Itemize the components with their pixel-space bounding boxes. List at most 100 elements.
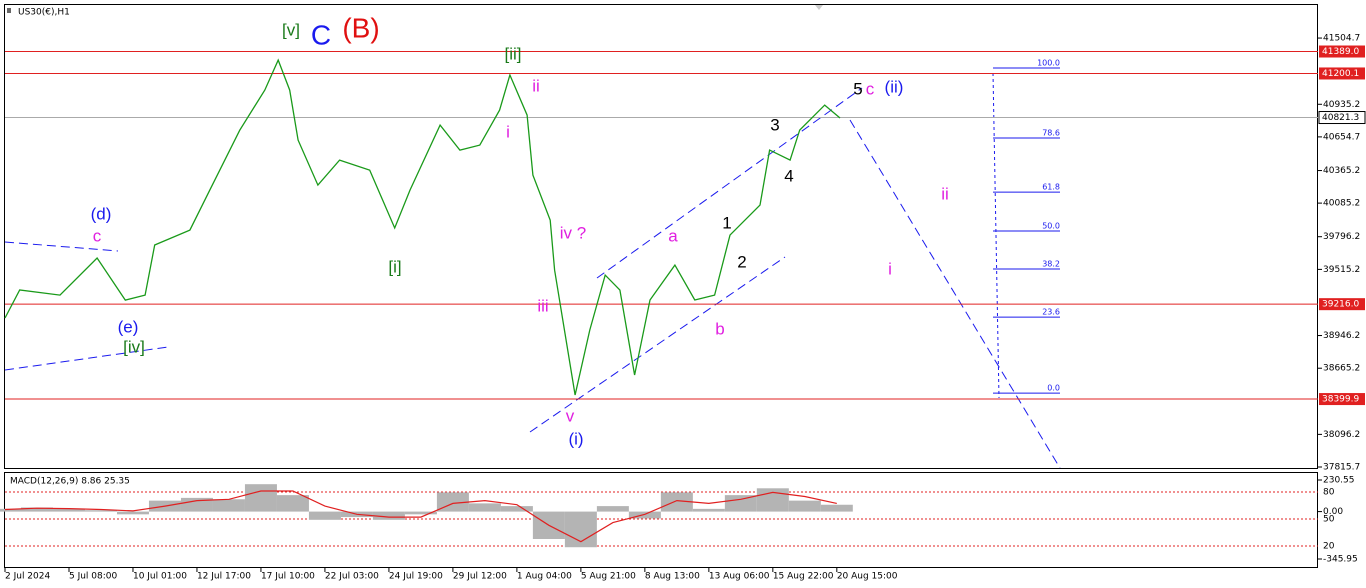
current-price-box xyxy=(1318,111,1366,125)
wave-label: i xyxy=(506,122,510,141)
price-label-box xyxy=(1319,45,1365,58)
wave-label: (e) xyxy=(118,317,139,336)
wave-label: ii xyxy=(532,76,540,95)
wave-label: (B) xyxy=(342,12,379,43)
wave-label: c xyxy=(866,79,875,98)
price-label: 41389.0 xyxy=(1322,47,1359,57)
y-tick-label: 38946.2 xyxy=(1323,331,1360,341)
x-tick-label: 17 Jul 10:00 xyxy=(261,572,315,582)
wave-label: [iv] xyxy=(123,337,145,356)
price-label: 38399.9 xyxy=(1322,395,1359,405)
y-tick-label: 39796.2 xyxy=(1323,232,1360,242)
y-tick-label: 40654.7 xyxy=(1323,132,1360,142)
x-tick-label: 20 Aug 15:00 xyxy=(837,572,898,582)
price-line xyxy=(4,58,841,396)
x-tick-label: 5 Jul 08:00 xyxy=(69,572,118,582)
wave-label: 2 xyxy=(737,252,746,271)
wave-label: a xyxy=(668,226,678,245)
macd-bar xyxy=(180,497,213,512)
macd-bar xyxy=(756,488,789,512)
fib-label: 100.0 xyxy=(1037,59,1060,68)
wave-label: c xyxy=(93,226,102,245)
macd-bar xyxy=(468,503,501,512)
x-tick-label: 24 Jul 19:00 xyxy=(389,572,443,582)
price-label: 39216.0 xyxy=(1322,300,1359,310)
x-tick-label: 13 Aug 06:00 xyxy=(709,572,770,582)
y-tick-label: 39515.2 xyxy=(1323,265,1360,275)
x-tick-label: 1 Aug 04:00 xyxy=(517,572,572,582)
wave-label: 1 xyxy=(722,213,731,232)
wave-label: 4 xyxy=(784,166,793,185)
macd-bar xyxy=(0,508,21,512)
macd-bar xyxy=(52,508,85,512)
price-label: 41200.1 xyxy=(1322,69,1359,79)
price-label-box xyxy=(1319,298,1365,311)
price-label-box xyxy=(1319,67,1365,80)
fib-label: 23.6 xyxy=(1042,308,1060,317)
y-tick-label: 40935.2 xyxy=(1323,100,1360,110)
macd-bar xyxy=(244,484,277,512)
wave-label: v xyxy=(566,406,575,425)
x-tick-label: 5 Aug 21:00 xyxy=(581,572,636,582)
x-tick-label: 22 Jul 03:00 xyxy=(325,572,379,582)
y-tick-label: 0.00 xyxy=(1323,507,1343,517)
indicator-level-label: 50 xyxy=(1323,515,1335,525)
macd-bar xyxy=(372,511,405,520)
y-tick-label: 38665.2 xyxy=(1323,364,1360,374)
macd-bar xyxy=(660,492,693,512)
wave-label: [ii] xyxy=(505,44,522,63)
x-tick-label: 15 Aug 22:00 xyxy=(773,572,834,582)
macd-bar xyxy=(84,510,117,512)
main-frame xyxy=(4,4,1318,469)
wave-label: iii xyxy=(537,296,548,315)
macd-bar xyxy=(404,511,437,515)
current-price-label: 40821.3 xyxy=(1322,113,1359,123)
x-tick-label: 10 Jul 01:00 xyxy=(133,572,187,582)
macd-bar xyxy=(820,504,853,512)
macd-bar xyxy=(724,495,757,512)
x-tick-label: 8 Aug 13:00 xyxy=(645,572,700,582)
chart-title: US30(€),H1 xyxy=(18,8,70,18)
wave-label: 3 xyxy=(770,115,779,134)
wave-label: (ii) xyxy=(885,77,904,96)
y-tick-label: -345.95 xyxy=(1323,555,1358,565)
indicator-level-label: 80 xyxy=(1323,488,1335,498)
macd-bar xyxy=(500,506,533,512)
y-tick-label: 40365.2 xyxy=(1323,166,1360,176)
y-tick-label: 41504.7 xyxy=(1323,34,1360,44)
wave-label: 5 xyxy=(853,79,862,98)
x-tick-label: 2 Jul 2024 xyxy=(5,572,50,582)
shift-marker xyxy=(815,5,823,10)
x-tick-label: 12 Jul 17:00 xyxy=(197,572,251,582)
wave-label: C xyxy=(311,19,331,50)
x-tick-label: 29 Jul 12:00 xyxy=(453,572,507,582)
icon xyxy=(7,8,11,13)
indicator-level-label: 20 xyxy=(1323,542,1335,552)
trend-lines xyxy=(4,87,1061,469)
macd-bar xyxy=(596,506,629,512)
price-label-box xyxy=(1319,393,1365,406)
macd-bar xyxy=(20,507,53,512)
macd-bar xyxy=(628,511,661,519)
y-tick-label: 38096.2 xyxy=(1323,430,1360,440)
wave-label: [v] xyxy=(282,20,300,39)
wave-label: i xyxy=(888,259,892,278)
fib-axis xyxy=(992,72,1000,399)
fib-label: 78.6 xyxy=(1042,129,1060,138)
macd-bar xyxy=(692,508,725,512)
wave-label: iv ? xyxy=(560,223,586,242)
macd-frame xyxy=(4,472,1318,568)
fib-label: 61.8 xyxy=(1042,183,1060,192)
fib-label: 50.0 xyxy=(1042,222,1060,231)
wave-label: [i] xyxy=(388,257,401,276)
signal-line xyxy=(4,490,837,543)
wave-label: (i) xyxy=(568,429,583,448)
macd-bar xyxy=(276,495,309,512)
wave-label: b xyxy=(715,319,724,338)
fib-label: 0.0 xyxy=(1047,384,1060,393)
macd-title: MACD(12,26,9) 8.86 25.35 xyxy=(10,477,130,487)
wave-label: ii xyxy=(941,184,949,203)
y-tick-label: 230.55 xyxy=(1323,475,1355,485)
